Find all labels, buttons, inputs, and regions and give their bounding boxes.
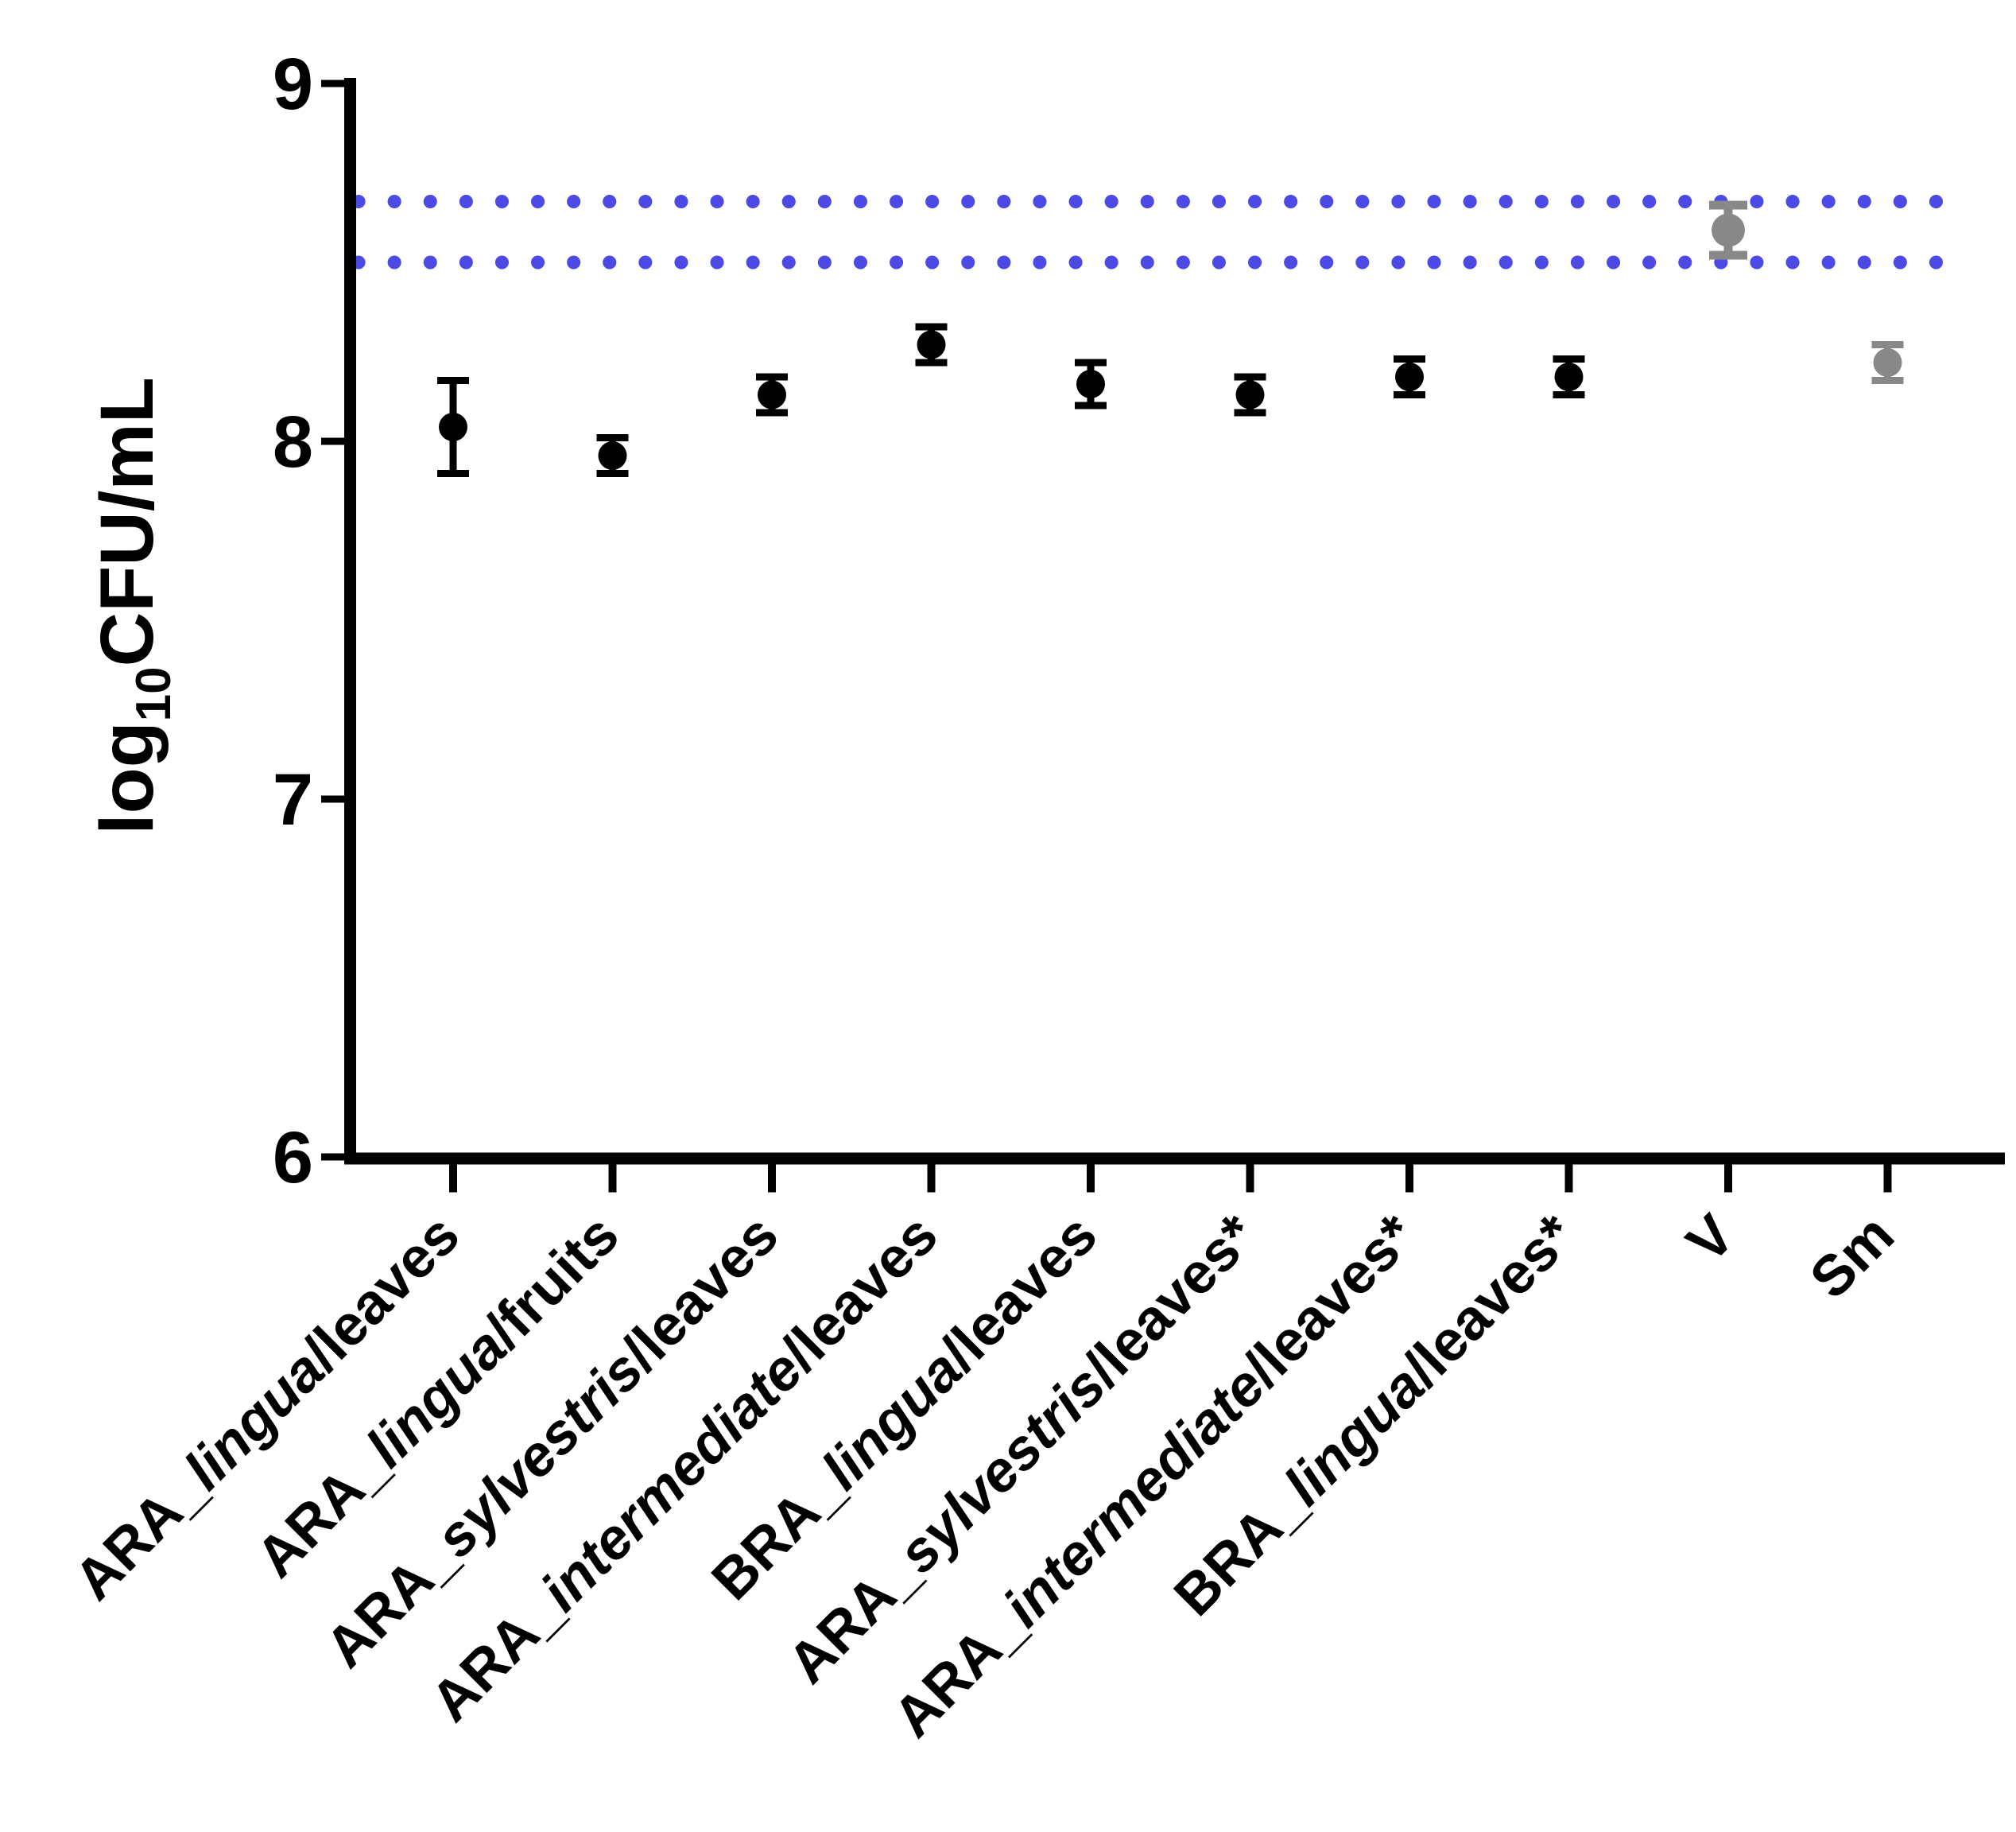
data-point-marker (1873, 348, 1902, 377)
data-point-marker (1076, 370, 1105, 398)
y-tick-label-9: 9 (273, 44, 313, 125)
data-point-group-9 (1709, 200, 1747, 260)
data-point-marker (1235, 380, 1265, 409)
data-point-marker (1395, 363, 1424, 391)
y-axis-title: log10CFU/mL (85, 377, 181, 835)
data-point-group-5 (1075, 359, 1107, 409)
data-point-marker (439, 413, 467, 441)
data-point-group-3 (756, 373, 788, 417)
data-point-group-8 (1553, 355, 1585, 398)
y-tick-label-6: 6 (273, 1117, 313, 1198)
y-tick-label-7: 7 (273, 759, 313, 840)
data-point-marker (1712, 213, 1745, 247)
y-tick-label-8: 8 (273, 402, 313, 483)
data-point-marker (598, 441, 627, 470)
data-point-group-4 (915, 323, 948, 367)
data-point-group-1 (437, 377, 469, 477)
data-point-marker (758, 380, 786, 409)
data-point-group-2 (596, 434, 629, 477)
data-point-marker (917, 330, 946, 359)
data-point-group-6 (1234, 373, 1266, 417)
data-point-group-10 (1871, 341, 1904, 384)
data-point-marker (1554, 363, 1584, 391)
data-point-group-7 (1394, 355, 1425, 398)
